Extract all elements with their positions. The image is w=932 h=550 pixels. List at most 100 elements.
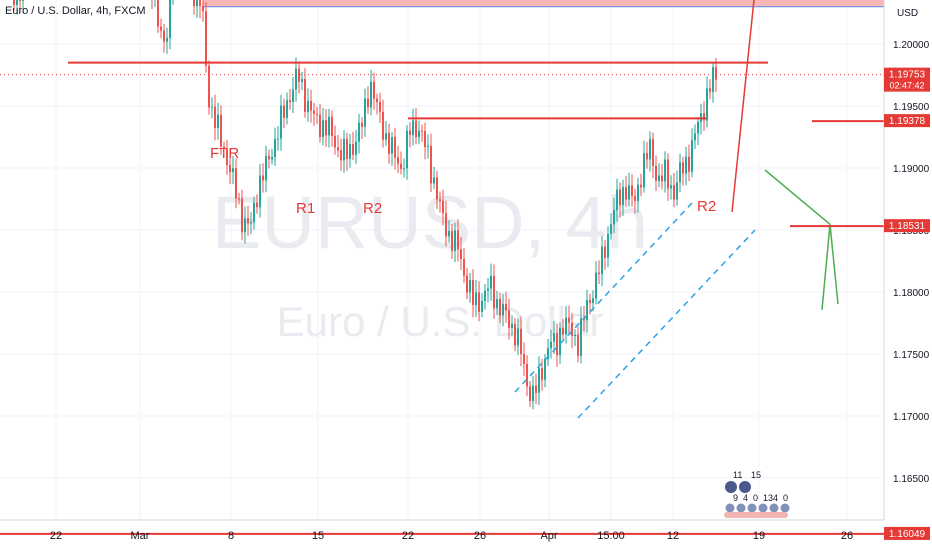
candle (211, 97, 213, 119)
candle (511, 315, 513, 337)
candle (616, 178, 618, 222)
candle (631, 174, 633, 207)
candle-body (358, 122, 360, 142)
price-tag-bg (884, 114, 930, 128)
candle-body (511, 323, 513, 329)
candle (13, 0, 15, 11)
candle-body (433, 177, 435, 184)
candle (220, 105, 222, 156)
candle (409, 122, 411, 148)
candle (370, 69, 372, 116)
candle (223, 141, 225, 155)
candle (265, 145, 267, 193)
candle (316, 107, 318, 125)
candle (457, 219, 459, 262)
candle-body (13, 0, 15, 6)
label-r1: R1 (296, 200, 315, 217)
candle-body (220, 114, 222, 147)
candle-body (319, 114, 321, 137)
candle (475, 279, 477, 317)
x-tick-label: 22 (402, 530, 414, 542)
candle-body (475, 292, 477, 306)
symbol-title[interactable]: Euro / U.S. Dollar, 4h, FXCM (5, 5, 146, 17)
candle-body (577, 334, 579, 356)
candle-body (238, 198, 240, 200)
candle (424, 122, 426, 160)
candle-body (592, 298, 594, 304)
candle (664, 151, 666, 193)
candle-body (298, 68, 300, 82)
candle (607, 226, 609, 268)
candle-body (631, 185, 633, 197)
ftr-label: FTR (210, 145, 239, 162)
candle (292, 77, 294, 114)
candle-body (268, 155, 270, 160)
candle (487, 278, 489, 303)
candle-body (331, 116, 333, 136)
candle (355, 129, 357, 165)
x-tick-label: 12 (667, 530, 679, 542)
candle (622, 179, 624, 216)
candle-body (478, 292, 480, 312)
candle (667, 153, 669, 201)
candle-body (454, 230, 456, 251)
candle-body (166, 37, 168, 42)
candle (310, 89, 312, 123)
event-marker-icon (739, 481, 751, 493)
candle-body (595, 272, 597, 299)
x-tick-label: 19 (753, 530, 765, 542)
candle (421, 124, 423, 142)
price-tag-countdown: 02:47:42 (889, 81, 924, 91)
candle (394, 128, 396, 170)
candle-body (613, 210, 615, 225)
candle-body (289, 100, 291, 103)
candle-body (634, 196, 636, 201)
candlesticks (13, 0, 717, 410)
projection-arrowhead (821, 224, 839, 311)
candle-body (526, 363, 528, 387)
candle-body (604, 246, 606, 258)
candle-body (622, 187, 624, 206)
candle-body (574, 334, 576, 336)
candle (289, 89, 291, 110)
candle (514, 317, 516, 352)
candle-body (349, 144, 351, 159)
event-marker-icon (780, 503, 790, 513)
candle-body (673, 185, 675, 200)
candle (433, 166, 435, 189)
candle-body (316, 113, 318, 115)
candle (328, 108, 330, 148)
candle (205, 2, 207, 73)
event-marker-icon (769, 503, 779, 513)
candle (202, 0, 204, 22)
candle (523, 342, 525, 377)
candle-body (334, 135, 336, 148)
candle (691, 128, 693, 178)
candle-body (271, 156, 273, 160)
candle-body (406, 130, 408, 169)
candle (295, 57, 297, 102)
candle-body (466, 275, 468, 293)
candle-body (226, 149, 228, 166)
candle (322, 107, 324, 146)
candle-body (607, 234, 609, 258)
candle (496, 290, 498, 316)
candle-body (460, 249, 462, 259)
candle-body (682, 162, 684, 174)
candle-body (430, 145, 432, 184)
candle-body (517, 328, 519, 346)
candle-body (259, 175, 261, 208)
candle (343, 130, 345, 173)
candle (709, 79, 711, 100)
candle-body (385, 133, 387, 140)
candle-body (379, 102, 381, 112)
candle (460, 236, 462, 271)
candle (151, 0, 153, 9)
candle (682, 156, 684, 186)
candle-body (256, 202, 258, 208)
candle-body (445, 213, 447, 237)
candle (367, 86, 369, 114)
candle-body (19, 0, 21, 1)
